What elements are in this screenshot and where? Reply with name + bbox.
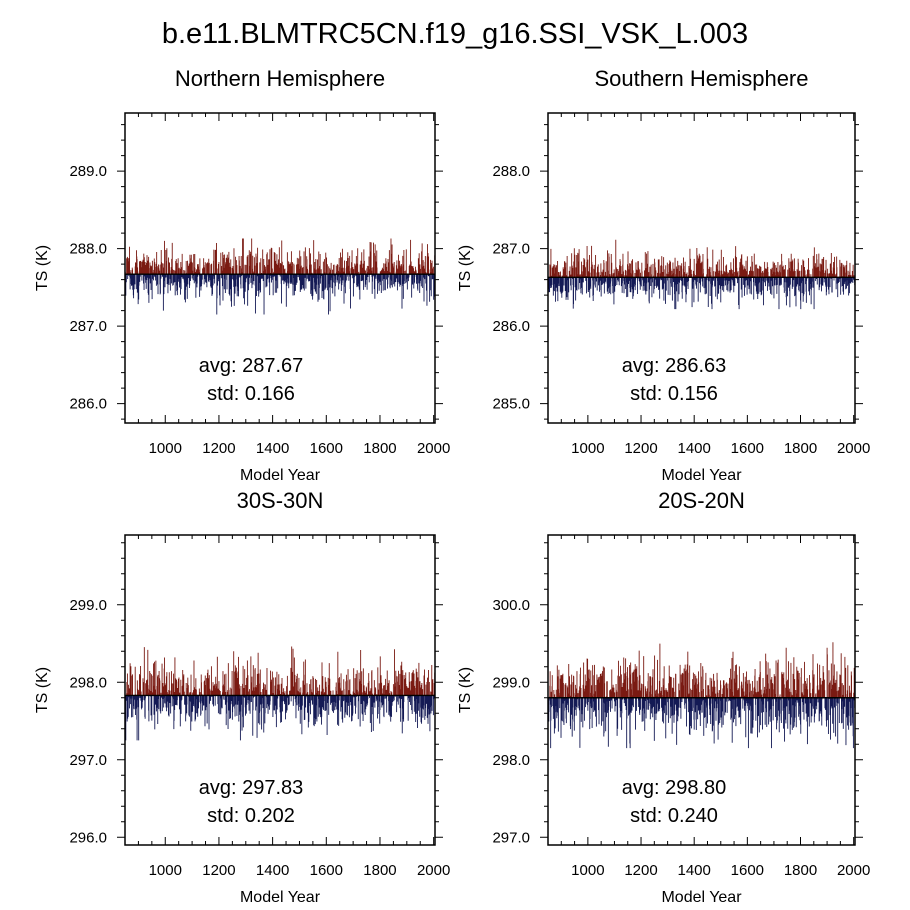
x-tick-label: 1000 (149, 862, 182, 879)
std-annotation: std: 0.202 (207, 805, 295, 827)
x-tick-label: 1200 (624, 440, 657, 457)
x-tick-label: 2000 (837, 440, 870, 457)
plot-frame (124, 112, 436, 424)
y-tick-label: 285.0 (492, 396, 530, 413)
series-above-avg (124, 646, 436, 696)
x-tick-label: 1000 (149, 440, 182, 457)
page-title: b.e11.BLMTRC5CN.f19_g16.SSI_VSK_L.003 (161, 18, 749, 50)
y-tick-label: 289.0 (69, 163, 107, 180)
y-axis-label: TS (K) (34, 667, 51, 713)
y-tick-label: 287.0 (492, 241, 530, 258)
chart-panel: Northern Hemisphere 1000 1200 1400 1600 1800 2… (34, 66, 450, 484)
series-below-avg (547, 277, 856, 310)
x-tick-label: 1600 (731, 440, 764, 457)
x-axis-label: Model Year (240, 467, 321, 484)
avg-annotation: avg: 297.83 (199, 777, 304, 799)
y-tick-label: 300.0 (492, 597, 530, 614)
x-tick-label: 1400 (256, 862, 289, 879)
y-tick-label: 288.0 (69, 241, 107, 258)
x-tick-label: 1600 (310, 862, 343, 879)
panel-title: 30S-30N (237, 488, 324, 513)
series-below-avg (124, 274, 436, 315)
x-tick-label: 1200 (202, 440, 235, 457)
x-axis-label: Model Year (661, 889, 742, 906)
plot-frame (547, 534, 856, 846)
x-tick-label: 1600 (731, 862, 764, 879)
y-tick-label: 299.0 (69, 597, 107, 614)
panel-title: 20S-20N (658, 488, 745, 513)
x-tick-label: 1800 (363, 862, 396, 879)
y-tick-label: 286.0 (492, 318, 530, 335)
x-tick-label: 1000 (571, 440, 604, 457)
series-above-avg (549, 239, 855, 278)
y-tick-label: 288.0 (492, 163, 530, 180)
y-tick-label: 297.0 (492, 829, 530, 846)
panel-title: Northern Hemisphere (175, 66, 385, 91)
avg-annotation: avg: 287.67 (199, 355, 304, 377)
x-axis-label: Model Year (240, 889, 321, 906)
y-tick-label: 298.0 (492, 752, 530, 769)
plot-frame (124, 534, 436, 846)
std-annotation: std: 0.240 (630, 805, 718, 827)
y-tick-label: 296.0 (69, 829, 107, 846)
chart-panel: 20S-20N 1000 1200 1400 1600 1800 2000 297.0 298.… (457, 488, 870, 906)
chart-panel: Southern Hemisphere 1000 1200 1400 1600 1800 2… (457, 66, 870, 484)
std-annotation: std: 0.156 (630, 383, 718, 405)
x-tick-label: 1600 (310, 440, 343, 457)
y-axis-label: TS (K) (34, 245, 51, 291)
avg-annotation: avg: 286.63 (622, 355, 727, 377)
series-above-avg (124, 238, 436, 275)
x-axis-label: Model Year (661, 467, 742, 484)
panel-title: Southern Hemisphere (594, 66, 808, 91)
y-tick-label: 299.0 (492, 674, 530, 691)
x-tick-label: 1800 (363, 440, 396, 457)
std-annotation: std: 0.166 (207, 383, 295, 405)
x-tick-label: 1000 (571, 862, 604, 879)
x-tick-label: 1400 (678, 440, 711, 457)
x-tick-label: 1200 (202, 862, 235, 879)
x-tick-label: 1800 (784, 862, 817, 879)
x-tick-label: 1200 (624, 862, 657, 879)
x-tick-label: 2000 (417, 862, 450, 879)
x-tick-label: 1400 (678, 862, 711, 879)
y-tick-label: 287.0 (69, 318, 107, 335)
y-tick-label: 297.0 (69, 752, 107, 769)
series-above-avg (547, 642, 855, 698)
series-below-avg (547, 697, 856, 749)
avg-annotation: avg: 298.80 (622, 777, 727, 799)
y-tick-label: 298.0 (69, 674, 107, 691)
y-axis-label: TS (K) (457, 245, 474, 291)
y-tick-label: 286.0 (69, 396, 107, 413)
x-tick-label: 2000 (417, 440, 450, 457)
chart-panel: 30S-30N 1000 1200 1400 1600 1800 2000 296.0 297.… (34, 488, 450, 906)
x-tick-label: 1800 (784, 440, 817, 457)
plot-frame (547, 112, 856, 424)
x-tick-label: 1400 (256, 440, 289, 457)
y-axis-label: TS (K) (457, 667, 474, 713)
x-tick-label: 2000 (837, 862, 870, 879)
series-below-avg (124, 695, 436, 741)
